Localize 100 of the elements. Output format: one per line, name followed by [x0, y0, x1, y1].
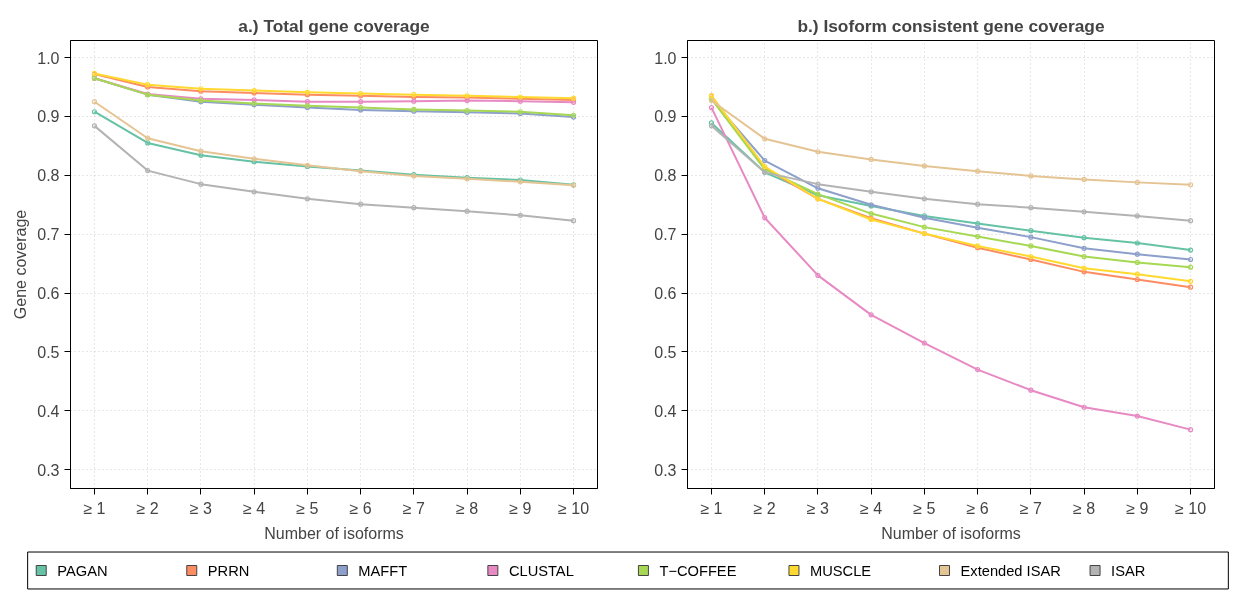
x-tick-label: ≥ 1 — [83, 499, 106, 517]
point — [411, 98, 417, 104]
point — [517, 212, 523, 218]
y-tick-label: 0.8 — [37, 167, 60, 185]
point — [145, 140, 151, 146]
y-tick-label: 0.3 — [654, 461, 677, 479]
legend-label: T−COFFEE — [659, 562, 737, 579]
point — [1028, 387, 1034, 393]
point — [1134, 276, 1140, 283]
point — [411, 205, 417, 211]
point — [1134, 251, 1140, 257]
point — [921, 196, 927, 202]
point — [975, 225, 981, 231]
x-tick-label: ≥ 6 — [349, 499, 372, 517]
chart-title: b.) Isoform consistent gene coverage — [797, 15, 1105, 36]
legend-label: PAGAN — [57, 562, 108, 579]
y-tick-label: 0.6 — [37, 285, 60, 303]
legend-label: ISAR — [1111, 562, 1146, 579]
x-tick-label: ≥ 5 — [296, 499, 319, 517]
point — [815, 149, 821, 155]
y-tick-label: 0.4 — [37, 402, 60, 420]
point — [815, 185, 821, 191]
point — [975, 366, 981, 373]
point — [921, 340, 927, 346]
point — [1134, 259, 1140, 266]
point — [1134, 240, 1140, 246]
x-tick-label: ≥ 10 — [558, 499, 590, 517]
point — [358, 99, 364, 105]
x-tick-label: ≥ 2 — [136, 499, 159, 517]
x-tick-label: ≥ 8 — [1073, 499, 1096, 517]
x-tick-label: ≥ 9 — [1126, 499, 1149, 517]
point — [1028, 228, 1034, 234]
point — [975, 201, 981, 207]
point — [1081, 176, 1087, 183]
y-tick-label: 0.9 — [654, 108, 677, 126]
point — [921, 224, 927, 230]
point — [1081, 265, 1087, 271]
point — [762, 136, 768, 142]
x-tick-label: ≥ 2 — [753, 499, 776, 517]
point — [1134, 413, 1140, 419]
point — [1134, 179, 1140, 185]
point — [1081, 404, 1087, 410]
point — [762, 158, 768, 164]
y-tick-label: 0.8 — [654, 167, 677, 185]
point — [1134, 213, 1140, 219]
y-tick-label: 0.3 — [37, 461, 60, 479]
y-axis-title: Gene coverage — [12, 209, 30, 320]
x-tick-label: ≥ 1 — [700, 499, 723, 517]
point — [1081, 253, 1087, 260]
chart-title: a.) Total gene coverage — [238, 15, 431, 36]
point — [304, 196, 310, 202]
legend-label: MAFFT — [358, 562, 408, 579]
x-tick-label: ≥ 8 — [456, 499, 479, 517]
point — [975, 168, 981, 174]
y-tick-label: 0.9 — [37, 108, 60, 126]
point — [1081, 209, 1087, 215]
point — [198, 181, 204, 187]
x-tick-label: ≥ 4 — [860, 499, 883, 517]
legend-label: MUSCLE — [810, 562, 872, 579]
point — [1028, 243, 1034, 249]
x-tick-label: ≥ 7 — [1019, 499, 1043, 517]
legend-label: Extended ISAR — [960, 562, 1061, 579]
point — [868, 312, 874, 318]
x-tick-label: ≥ 6 — [966, 499, 989, 517]
point — [251, 189, 257, 195]
x-tick-label: ≥ 5 — [913, 499, 936, 517]
y-tick-label: 0.5 — [654, 343, 677, 361]
point — [358, 201, 364, 207]
point — [868, 156, 874, 163]
point — [815, 181, 821, 187]
y-tick-label: 1.0 — [654, 49, 677, 67]
point — [1028, 234, 1034, 240]
x-tick-label: ≥ 3 — [806, 499, 830, 517]
y-tick-label: 0.4 — [654, 402, 677, 420]
y-tick-label: 1.0 — [37, 49, 60, 67]
point — [1081, 245, 1087, 251]
legend-label: CLUSTAL — [508, 562, 574, 579]
point — [198, 152, 204, 158]
x-tick-label: ≥ 10 — [1175, 499, 1207, 517]
point — [975, 233, 981, 240]
legend-label: PRRN — [207, 562, 250, 579]
point — [145, 135, 151, 141]
point — [815, 272, 821, 278]
point — [464, 208, 470, 214]
y-tick-label: 0.5 — [37, 343, 60, 361]
y-tick-label: 0.7 — [37, 226, 60, 244]
x-tick-label: ≥ 9 — [509, 499, 532, 517]
x-tick-label: ≥ 7 — [402, 499, 426, 517]
point — [145, 168, 151, 174]
x-axis-title: Number of isoforms — [264, 524, 404, 542]
point — [762, 215, 768, 221]
point — [868, 210, 874, 217]
x-axis-title: Number of isoforms — [881, 524, 1021, 542]
y-tick-label: 0.6 — [654, 285, 677, 303]
x-tick-label: ≥ 3 — [189, 499, 213, 517]
point — [1028, 205, 1034, 211]
x-tick-label: ≥ 4 — [243, 499, 266, 517]
point — [198, 148, 204, 154]
point — [921, 163, 927, 169]
y-tick-label: 0.7 — [654, 226, 677, 244]
